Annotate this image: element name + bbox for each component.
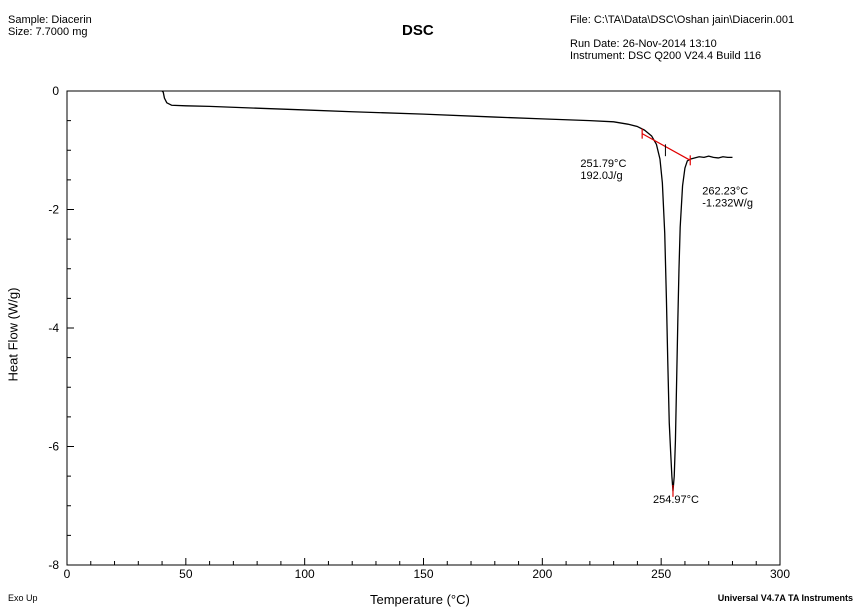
peak-annotation: 262.23°C xyxy=(702,186,748,198)
y-tick-label: -4 xyxy=(48,321,59,335)
x-tick-label: 100 xyxy=(295,567,315,581)
y-tick-label: -6 xyxy=(48,440,59,454)
peak-annotation: 254.97°C xyxy=(653,494,699,506)
x-tick-label: 50 xyxy=(179,567,193,581)
run-date: Run Date: 26-Nov-2014 13:10 xyxy=(570,38,717,50)
sample-label: Sample: Diacerin xyxy=(8,14,92,26)
chart-title: DSC xyxy=(402,22,434,39)
x-tick-label: 200 xyxy=(532,567,552,581)
exo-up-label: Exo Up xyxy=(8,593,38,603)
y-tick-label: -2 xyxy=(48,203,59,217)
file-path: File: C:\TA\Data\DSC\Oshan jain\Diacerin… xyxy=(570,14,795,26)
peak-annotation: -1.232W/g xyxy=(702,198,753,210)
x-tick-label: 150 xyxy=(413,567,433,581)
x-tick-label: 250 xyxy=(651,567,671,581)
sample-size: Size: 7.7000 mg xyxy=(8,26,88,38)
integration-baseline xyxy=(641,133,691,161)
y-tick-label: -8 xyxy=(48,558,59,572)
y-tick-label: 0 xyxy=(52,84,59,98)
heat-flow-line xyxy=(161,90,733,492)
peak-annotation: 192.0J/g xyxy=(580,170,622,182)
peak-annotation: 251.79°C xyxy=(580,158,626,170)
software-version: Universal V4.7A TA Instruments xyxy=(717,593,853,603)
x-tick-label: 300 xyxy=(770,567,790,581)
x-axis-label: Temperature (°C) xyxy=(370,592,470,607)
x-tick-label: 0 xyxy=(64,567,71,581)
instrument-info: Instrument: DSC Q200 V24.4 Build 116 xyxy=(570,50,762,62)
y-axis-label: Heat Flow (W/g) xyxy=(5,287,21,382)
